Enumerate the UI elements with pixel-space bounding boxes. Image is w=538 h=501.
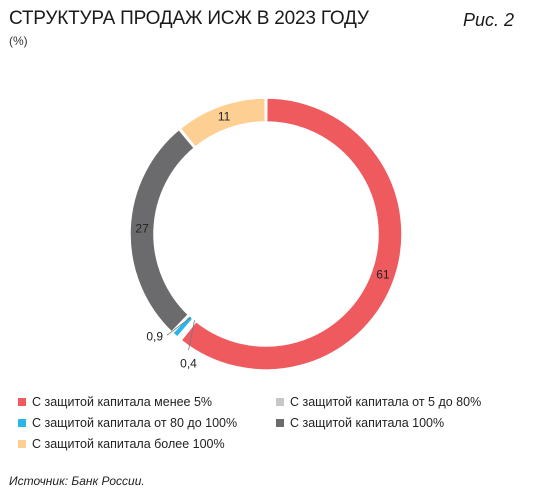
slice-5-to-80 — [177, 318, 197, 341]
source-note: Источник: Банк России. — [9, 474, 145, 488]
legend-swatch — [276, 419, 284, 427]
chart-unit: (%) — [9, 34, 28, 48]
slice-100 — [129, 128, 196, 333]
slice-above-100 — [179, 97, 267, 149]
chart-title: СТРУКТУРА ПРОДАЖ ИСЖ В 2023 ГОДУ — [9, 8, 369, 29]
legend-swatch — [18, 419, 26, 427]
legend-label: С защитой капитала менее 5% — [32, 395, 213, 409]
slice-80-to-100 — [171, 314, 194, 339]
data-label: 0,4 — [180, 356, 197, 370]
chart-legend: С защитой капитала менее 5% С защитой ка… — [18, 394, 518, 452]
legend-label: С защитой капитала 100% — [290, 416, 445, 430]
legend-swatch — [18, 398, 26, 406]
legend-item: С защитой капитала более 100% — [18, 436, 276, 452]
legend-item: С защитой капитала от 80 до 100% — [18, 415, 276, 431]
legend-label: С защитой капитала более 100% — [32, 437, 225, 451]
leader-line — [166, 316, 192, 336]
legend-swatch — [276, 398, 284, 406]
leader-line — [188, 320, 195, 351]
donut-chart: 61 27 11 0,4 0,9 — [129, 97, 403, 371]
data-label: 61 — [376, 268, 390, 282]
legend-item: С защитой капитала от 5 до 80% — [276, 394, 516, 410]
data-label: 27 — [135, 222, 149, 236]
data-label: 0,9 — [146, 329, 163, 343]
data-label: 11 — [218, 109, 231, 123]
slice-below-5 — [180, 97, 403, 371]
legend-item: С защитой капитала менее 5% — [18, 394, 276, 410]
figure-label: Рис. 2 — [462, 10, 514, 30]
legend-swatch — [18, 440, 26, 448]
legend-label: С защитой капитала от 5 до 80% — [290, 395, 482, 409]
legend-label: С защитой капитала от 80 до 100% — [32, 416, 238, 430]
legend-item: С защитой капитала 100% — [276, 415, 516, 431]
